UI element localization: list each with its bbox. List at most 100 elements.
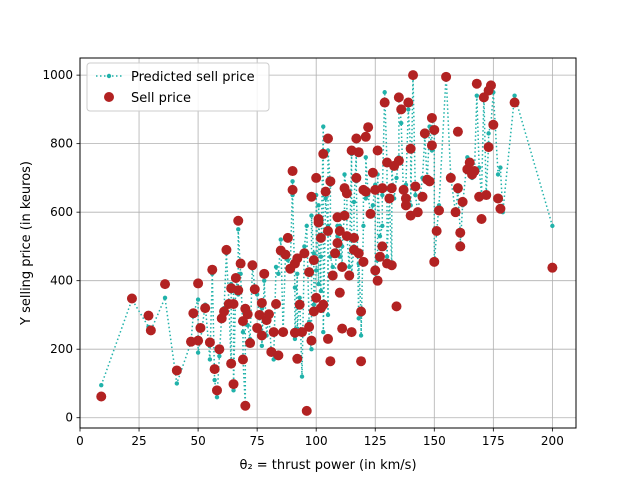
- sell-price-point: [396, 104, 407, 115]
- predicted-point: [321, 124, 326, 129]
- predicted-point: [474, 93, 479, 98]
- predicted-point: [498, 165, 503, 170]
- sell-price-point: [230, 272, 241, 283]
- sell-price-point: [292, 353, 303, 364]
- sell-price-point: [400, 200, 411, 211]
- sell-price-point: [254, 309, 265, 320]
- sell-price-point: [398, 184, 409, 195]
- sell-price-point: [252, 322, 263, 333]
- predicted-point: [297, 295, 302, 301]
- sell-price-point: [221, 244, 232, 255]
- sell-price-point: [304, 267, 315, 278]
- sell-price-point: [233, 215, 244, 226]
- sell-price-point: [313, 214, 324, 225]
- predicted-point: [276, 271, 281, 277]
- sell-price-point: [358, 256, 369, 267]
- predicted-point: [231, 388, 236, 393]
- predicted-point: [370, 203, 376, 208]
- predicted-point: [174, 381, 180, 386]
- predicted-point: [240, 329, 246, 335]
- sell-price-point: [408, 70, 419, 81]
- sell-price-point: [195, 322, 206, 333]
- sell-price-point: [341, 188, 352, 199]
- legend: Predicted sell price Sell price: [86, 62, 270, 112]
- legend-predicted-swatch-dot: [106, 73, 112, 79]
- sell-price-point: [249, 284, 260, 295]
- x-tick-label: 100: [305, 434, 328, 448]
- predicted-point: [217, 353, 222, 359]
- predicted-point: [399, 120, 404, 126]
- sell-price-point: [263, 309, 274, 320]
- sell-price-point: [299, 248, 310, 259]
- sell-price-point: [145, 325, 156, 336]
- sell-price-point: [391, 301, 402, 312]
- predicted-point: [363, 155, 368, 160]
- sell-price-point: [348, 232, 359, 243]
- predicted-point: [351, 199, 357, 205]
- sell-price-point: [372, 275, 383, 286]
- predicted-point: [212, 377, 217, 383]
- predicted-point: [380, 223, 385, 229]
- sell-price-point: [311, 172, 322, 183]
- sell-price-point: [282, 232, 293, 243]
- predicted-point: [195, 297, 201, 302]
- sell-price-point: [226, 358, 237, 369]
- sell-price-point: [393, 92, 404, 103]
- sell-price-point: [351, 172, 362, 183]
- predicted-point: [304, 223, 309, 229]
- predicted-point: [99, 382, 104, 388]
- sell-price-point: [493, 193, 504, 204]
- sell-price-point: [386, 183, 397, 194]
- sell-price-point: [214, 344, 225, 355]
- sell-price-point: [441, 71, 452, 82]
- sell-price-point: [483, 142, 494, 153]
- sell-price-point: [452, 183, 463, 194]
- predicted-point: [380, 192, 385, 198]
- sell-price-point: [377, 183, 388, 194]
- predicted-point: [292, 285, 298, 290]
- sell-price-point: [547, 262, 558, 273]
- sell-price-point: [171, 365, 182, 376]
- sell-price-point: [330, 248, 341, 259]
- sell-price-point: [323, 333, 333, 344]
- sell-price-point: [327, 270, 338, 281]
- x-tick-label: 150: [423, 434, 446, 448]
- sell-price-point: [410, 181, 421, 192]
- sell-price-point: [360, 131, 371, 142]
- sell-price-point: [346, 327, 357, 338]
- predicted-point: [299, 374, 305, 379]
- sell-price-point: [393, 155, 404, 166]
- sell-price-point: [332, 238, 343, 248]
- predicted-point: [207, 357, 213, 362]
- x-tick-label: 0: [76, 434, 84, 448]
- sell-price-point: [228, 298, 239, 309]
- sell-price-point: [96, 391, 107, 402]
- x-tick-label: 175: [482, 434, 505, 448]
- sell-price-point: [301, 405, 312, 416]
- sell-price-point: [469, 166, 480, 177]
- y-tick-label: 600: [50, 205, 73, 219]
- x-tick-label: 125: [364, 434, 387, 448]
- y-axis-label: Y selling price (in keuros): [19, 161, 34, 326]
- sell-price-point: [374, 251, 385, 262]
- grid: [79, 58, 576, 428]
- sell-price-point: [337, 323, 348, 334]
- sell-price-point: [318, 299, 329, 310]
- sell-price-point: [372, 145, 383, 156]
- sell-price-point: [386, 260, 397, 271]
- y-tick-label: 1000: [42, 68, 73, 82]
- sell-price-point: [455, 227, 466, 238]
- sell-price-point: [287, 166, 298, 177]
- legend-sell-label: Sell price: [131, 91, 191, 106]
- x-tick-label: 200: [541, 434, 564, 448]
- predicted-point: [406, 107, 411, 112]
- sell-price-point: [353, 147, 364, 158]
- sell-price-point: [455, 241, 466, 252]
- sell-price-point: [235, 258, 246, 269]
- predicted-point: [486, 131, 491, 136]
- predicted-point: [311, 302, 317, 307]
- sell-price-point: [306, 191, 317, 202]
- predicted-point: [309, 347, 314, 352]
- predicted-point: [413, 192, 418, 198]
- sell-price-point: [445, 172, 456, 183]
